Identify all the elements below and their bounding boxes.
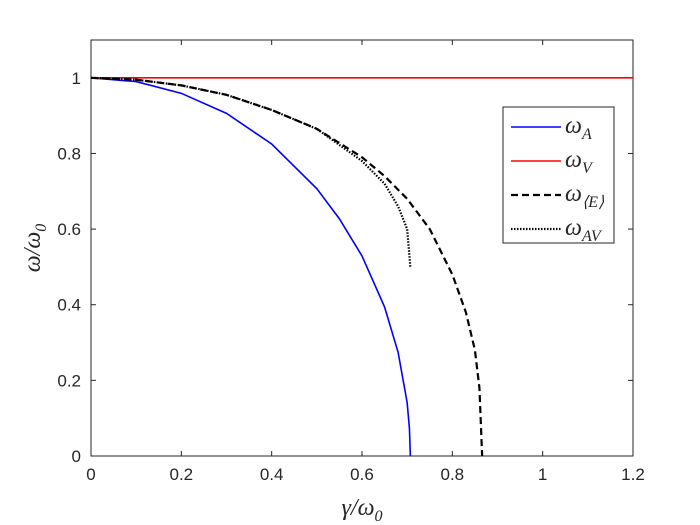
axis-label: γ/ω0 xyxy=(341,495,382,525)
x-tick-label: 0 xyxy=(86,465,95,484)
y-tick-label: 0.4 xyxy=(57,296,81,315)
y-tick-label: 0.2 xyxy=(57,371,81,390)
legend-subscript: AV xyxy=(581,228,603,245)
legend-subscript: ⟨E⟩ xyxy=(582,194,605,211)
label-subscript: 0 xyxy=(33,224,50,232)
legend-label: ω⟨E⟩ xyxy=(565,181,605,211)
x-tick-label: 0.4 xyxy=(260,465,284,484)
legend-label: ωV xyxy=(565,147,594,177)
x-tick-label: 0.2 xyxy=(170,465,194,484)
label-text: ω/ω xyxy=(20,232,46,273)
y-tick-label: 0.6 xyxy=(57,220,81,239)
label-text: γ/ω xyxy=(341,495,374,521)
x-tick-label: 1.2 xyxy=(621,465,645,484)
legend-name: ω xyxy=(565,181,582,207)
legend-name: ω xyxy=(565,113,582,139)
y-tick-label: 0 xyxy=(72,447,81,466)
plot-area xyxy=(90,39,634,457)
label-subscript: 0 xyxy=(375,508,383,525)
legend-label: ωA xyxy=(565,113,592,143)
legend-name: ω xyxy=(565,147,582,173)
legend-label: ωAV xyxy=(565,215,603,245)
legend xyxy=(502,106,615,244)
legend-subscript: V xyxy=(582,160,594,177)
legend-subscript: A xyxy=(581,126,592,143)
x-tick-label: 0.6 xyxy=(350,465,374,484)
line xyxy=(90,76,412,268)
x-tick-label: 0.8 xyxy=(441,465,465,484)
axis-label: ω/ω0 xyxy=(20,224,50,273)
y-tick-label: 1 xyxy=(72,69,81,88)
line xyxy=(90,77,412,457)
y-tick-label: 0.8 xyxy=(57,144,81,163)
legend-name: ω xyxy=(565,215,582,241)
x-tick-label: 1 xyxy=(538,465,547,484)
